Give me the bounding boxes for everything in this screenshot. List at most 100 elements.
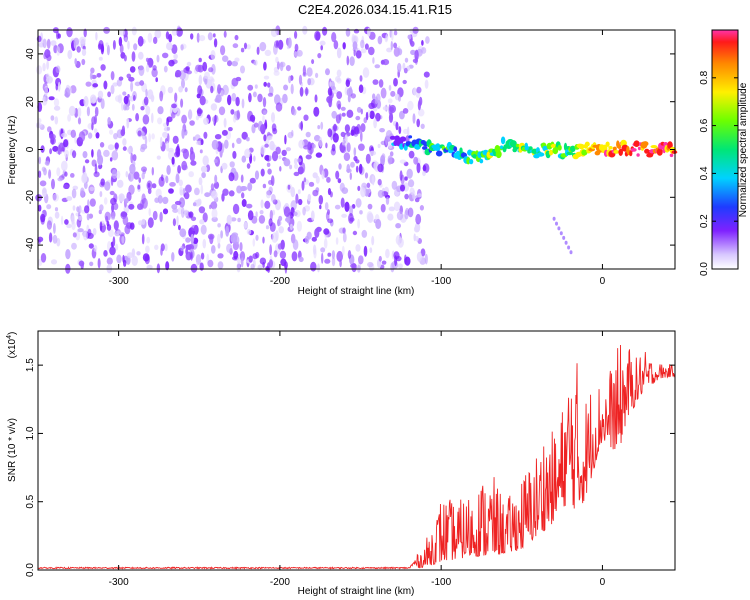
noise-blob: [198, 206, 206, 214]
snr-panel: -300 -200 -100 0 0.0 0.5 1.0 1.5 Height of stra…: [6, 330, 676, 597]
noise-blob: [333, 40, 339, 50]
snr-y-tick-label: 1.0: [25, 426, 36, 440]
noise-blob: [371, 235, 375, 246]
noise-blob: [50, 259, 58, 265]
noise-blob: [98, 56, 103, 61]
noise-blob: [43, 167, 47, 176]
noise-blob: [256, 46, 260, 55]
noise-blob: [70, 173, 75, 178]
signal-streak: [569, 250, 573, 255]
noise-blob: [407, 100, 414, 111]
noise-blob: [180, 44, 184, 51]
signal-blob: [537, 152, 545, 157]
noise-blob: [220, 45, 226, 56]
noise-blob: [125, 171, 129, 178]
noise-blob: [268, 155, 272, 161]
noise-blob: [424, 79, 429, 89]
noise-blob: [257, 93, 263, 103]
noise-blob: [154, 197, 160, 203]
noise-blob: [260, 168, 265, 177]
noise-blob: [366, 211, 373, 222]
noise-blob: [214, 174, 218, 184]
snr-x-tick-label: -200: [270, 577, 290, 588]
noise-blob: [293, 158, 298, 165]
signal-blob: [557, 144, 562, 151]
noise-blob: [265, 225, 270, 230]
noise-blob: [320, 121, 324, 130]
noise-blob: [243, 42, 248, 50]
noise-blob: [213, 181, 220, 189]
noise-blob: [166, 42, 173, 51]
noise-blob: [318, 195, 324, 205]
noise-blob: [155, 77, 158, 83]
noise-blob: [377, 143, 381, 149]
noise-blob: [181, 160, 188, 171]
noise-blob: [396, 211, 404, 221]
noise-blob: [97, 90, 104, 99]
noise-blob: [323, 228, 330, 235]
noise-blob: [355, 50, 362, 59]
noise-blob: [268, 259, 273, 268]
signal-blob: [453, 146, 458, 153]
noise-blob: [289, 223, 293, 231]
noise-blob: [217, 242, 221, 249]
noise-blob: [413, 87, 417, 96]
noise-blob: [268, 218, 273, 227]
noise-blob: [111, 215, 115, 220]
spectrogram-signal-track: [389, 135, 678, 255]
noise-blob: [118, 76, 124, 81]
noise-blob: [319, 40, 326, 46]
noise-blob: [157, 195, 163, 204]
colorbar-frame: [711, 29, 739, 270]
noise-blob: [74, 58, 77, 65]
noise-blob: [121, 236, 125, 244]
noise-blob: [340, 145, 347, 154]
noise-blob: [61, 160, 68, 172]
noise-blob: [325, 68, 330, 76]
snr-exponent-power: 4: [6, 335, 13, 339]
noise-blob: [306, 231, 312, 240]
noise-blob: [134, 81, 141, 87]
signal-blob: [613, 150, 620, 154]
noise-blob: [111, 150, 119, 161]
noise-blob: [378, 79, 384, 88]
noise-blob: [295, 193, 299, 204]
noise-blob: [46, 60, 49, 70]
noise-blob: [305, 154, 312, 160]
noise-blob: [367, 109, 371, 118]
noise-blob: [141, 172, 145, 180]
noise-blob: [131, 255, 138, 266]
noise-blob: [324, 202, 329, 211]
noise-blob: [263, 134, 267, 142]
snr-series-line: [38, 344, 675, 570]
noise-blob: [255, 234, 259, 241]
noise-blob: [315, 175, 320, 184]
noise-blob: [271, 144, 277, 151]
noise-blob: [118, 36, 123, 47]
noise-blob: [380, 203, 386, 213]
noise-blob: [198, 74, 203, 86]
noise-blob: [77, 228, 84, 233]
noise-blob: [313, 106, 320, 117]
noise-blob: [214, 114, 217, 124]
noise-blob: [189, 120, 195, 126]
noise-blob: [241, 98, 245, 109]
noise-blob: [56, 31, 60, 40]
noise-blob: [352, 230, 358, 236]
noise-blob: [390, 40, 393, 51]
signal-blob: [605, 141, 610, 147]
noise-blob: [180, 245, 185, 252]
noise-blob: [289, 164, 293, 170]
noise-blob: [231, 92, 237, 102]
noise-blob: [207, 32, 213, 41]
noise-blob: [71, 188, 77, 199]
noise-blob: [416, 118, 421, 128]
noise-blob: [301, 162, 306, 174]
noise-blob: [171, 204, 178, 210]
noise-blob: [327, 128, 333, 138]
noise-blob: [239, 251, 246, 262]
noise-blob: [312, 244, 317, 255]
noise-blob: [306, 67, 313, 77]
noise-blob: [38, 204, 42, 212]
